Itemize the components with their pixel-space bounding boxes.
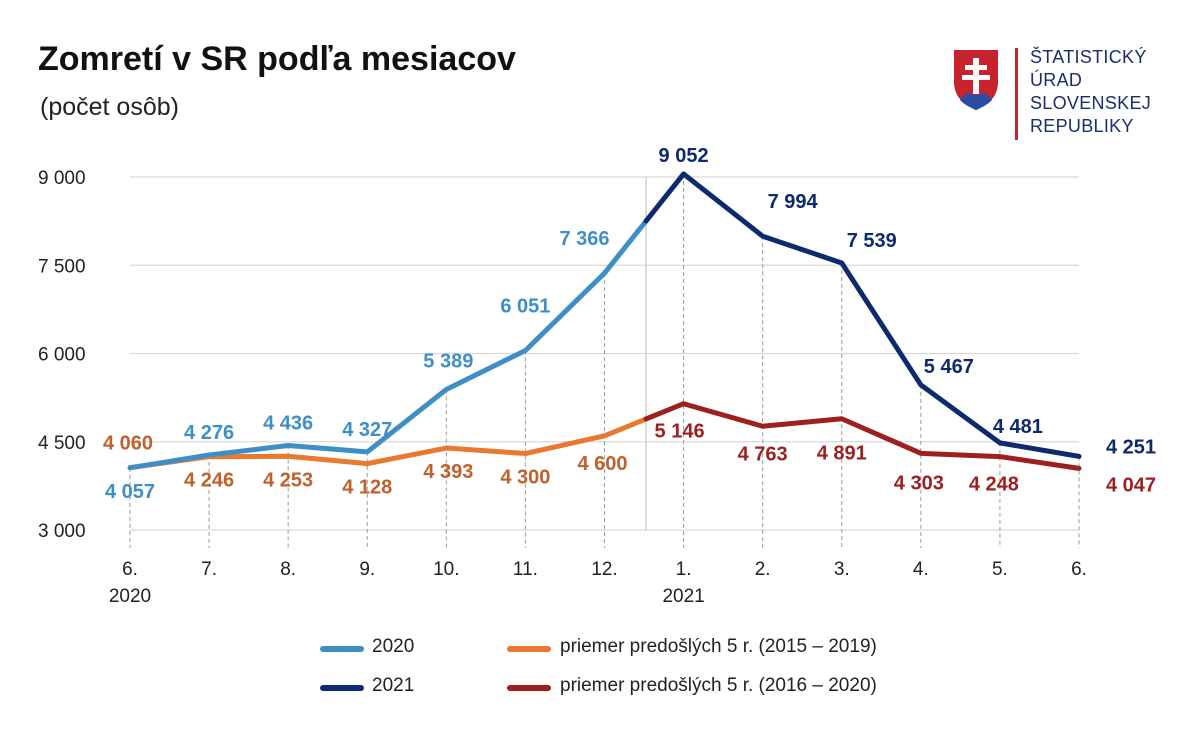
legend-label-2021: 2021: [372, 675, 415, 696]
logo-line: ŠTATISTICKÝ: [1030, 47, 1147, 67]
y-tick-label: 6 000: [38, 345, 86, 366]
x-tick-label: 11.: [513, 559, 538, 580]
data-label-2021: 4 481: [993, 416, 1043, 438]
x-tick-label: 8.: [280, 559, 296, 580]
series-line-2021: [681, 171, 1082, 459]
data-label-avg-2015-2019: 4 246: [184, 470, 234, 492]
data-label-2020: 5 389: [423, 350, 473, 372]
y-tick-label: 4 500: [38, 433, 86, 454]
x-tick-label: 10.: [433, 559, 459, 580]
x-tick-label: 5.: [992, 559, 1008, 580]
year-label: 2020: [109, 586, 151, 607]
data-label-2020: 4 057: [105, 481, 155, 503]
x-tick-label: 1.: [676, 559, 692, 580]
legend-swatch-avg-2016-2020: [507, 685, 551, 691]
data-label-2021: 9 052: [659, 145, 709, 167]
legend-label-avg-2015-2019: priemer predošlých 5 r. (2015 – 2019): [560, 636, 877, 657]
y-tick-label: 9 000: [38, 168, 86, 189]
data-label-avg-2016-2020: 4 303: [894, 472, 944, 494]
x-tick-label: 7.: [201, 559, 217, 580]
data-label-2020: 7 366: [559, 228, 609, 250]
x-tick-label: 4.: [913, 559, 929, 580]
data-label-avg-2015-2019: 4 600: [577, 453, 627, 475]
chart-subtitle: (počet osôb): [40, 93, 179, 121]
legend-swatch-avg-2015-2019: [507, 646, 551, 652]
slovak-coat-of-arms-icon: [954, 50, 998, 110]
data-label-2020: 4 276: [184, 422, 234, 444]
data-label-avg-2015-2019: 4 253: [263, 469, 313, 491]
data-label-2020: 6 051: [500, 295, 550, 317]
data-label-2021: 5 467: [924, 356, 974, 378]
x-tick-label: 3.: [834, 559, 850, 580]
series-connector-2021: [643, 171, 687, 224]
logo-text: ŠTATISTICKÝ ÚRAD SLOVENSKEJ REPUBLIKY: [1030, 46, 1151, 138]
x-tick-label: 9.: [359, 559, 375, 580]
data-label-2020: 4 436: [263, 413, 313, 435]
data-label-2020: 4 327: [342, 419, 392, 441]
line-chart: 3 000 4 500 6 000 7 500 9 000 6. 7. 8. 9. 10. 11. 1…: [38, 145, 1156, 607]
legend-swatch-2021: [320, 685, 364, 691]
legend-label-avg-2016-2020: priemer predošlých 5 r. (2016 – 2020): [560, 675, 877, 696]
data-label-2021: 4 251: [1106, 436, 1156, 458]
data-label-avg-2016-2020: 4 891: [817, 443, 867, 465]
data-label-avg-2015-2019: 4 128: [342, 477, 392, 499]
logo-divider: [1015, 48, 1018, 140]
series-connector-avg-2016-2020: [643, 401, 687, 422]
logo-line: SLOVENSKEJ: [1030, 93, 1152, 113]
y-tick-label: 7 500: [38, 256, 86, 277]
year-label: 2021: [662, 586, 704, 607]
legend-swatch-2020: [320, 646, 364, 652]
data-label-avg-2016-2020: 4 047: [1106, 474, 1156, 496]
x-tick-label: 6.: [1071, 559, 1087, 580]
logo-line: ÚRAD: [1030, 70, 1083, 90]
data-label-avg-2015-2019: 4 060: [103, 433, 153, 455]
x-tick-label: 2.: [755, 559, 771, 580]
data-label-avg-2016-2020: 5 146: [655, 421, 705, 443]
data-label-2021: 7 994: [768, 191, 819, 213]
series-connector-2020: [602, 218, 649, 276]
series-line-avg-2016-2020: [681, 401, 1082, 471]
data-label-avg-2015-2019: 4 393: [423, 461, 473, 483]
data-label-avg-2016-2020: 4 763: [738, 443, 788, 465]
y-tick-label: 3 000: [38, 521, 86, 542]
data-label-2021: 7 539: [847, 230, 897, 252]
chart-title: Zomretí v SR podľa mesiacov: [38, 40, 516, 78]
logo-line: REPUBLIKY: [1030, 116, 1134, 136]
series-line-2020: [127, 270, 607, 471]
x-tick-label: 12.: [591, 559, 617, 580]
x-tick-label: 6.: [122, 559, 138, 580]
data-label-avg-2015-2019: 4 300: [500, 467, 550, 489]
data-label-avg-2016-2020: 4 248: [969, 474, 1019, 496]
series-connector-avg-2015-2019: [602, 416, 649, 439]
legend-label-2020: 2020: [372, 636, 415, 657]
